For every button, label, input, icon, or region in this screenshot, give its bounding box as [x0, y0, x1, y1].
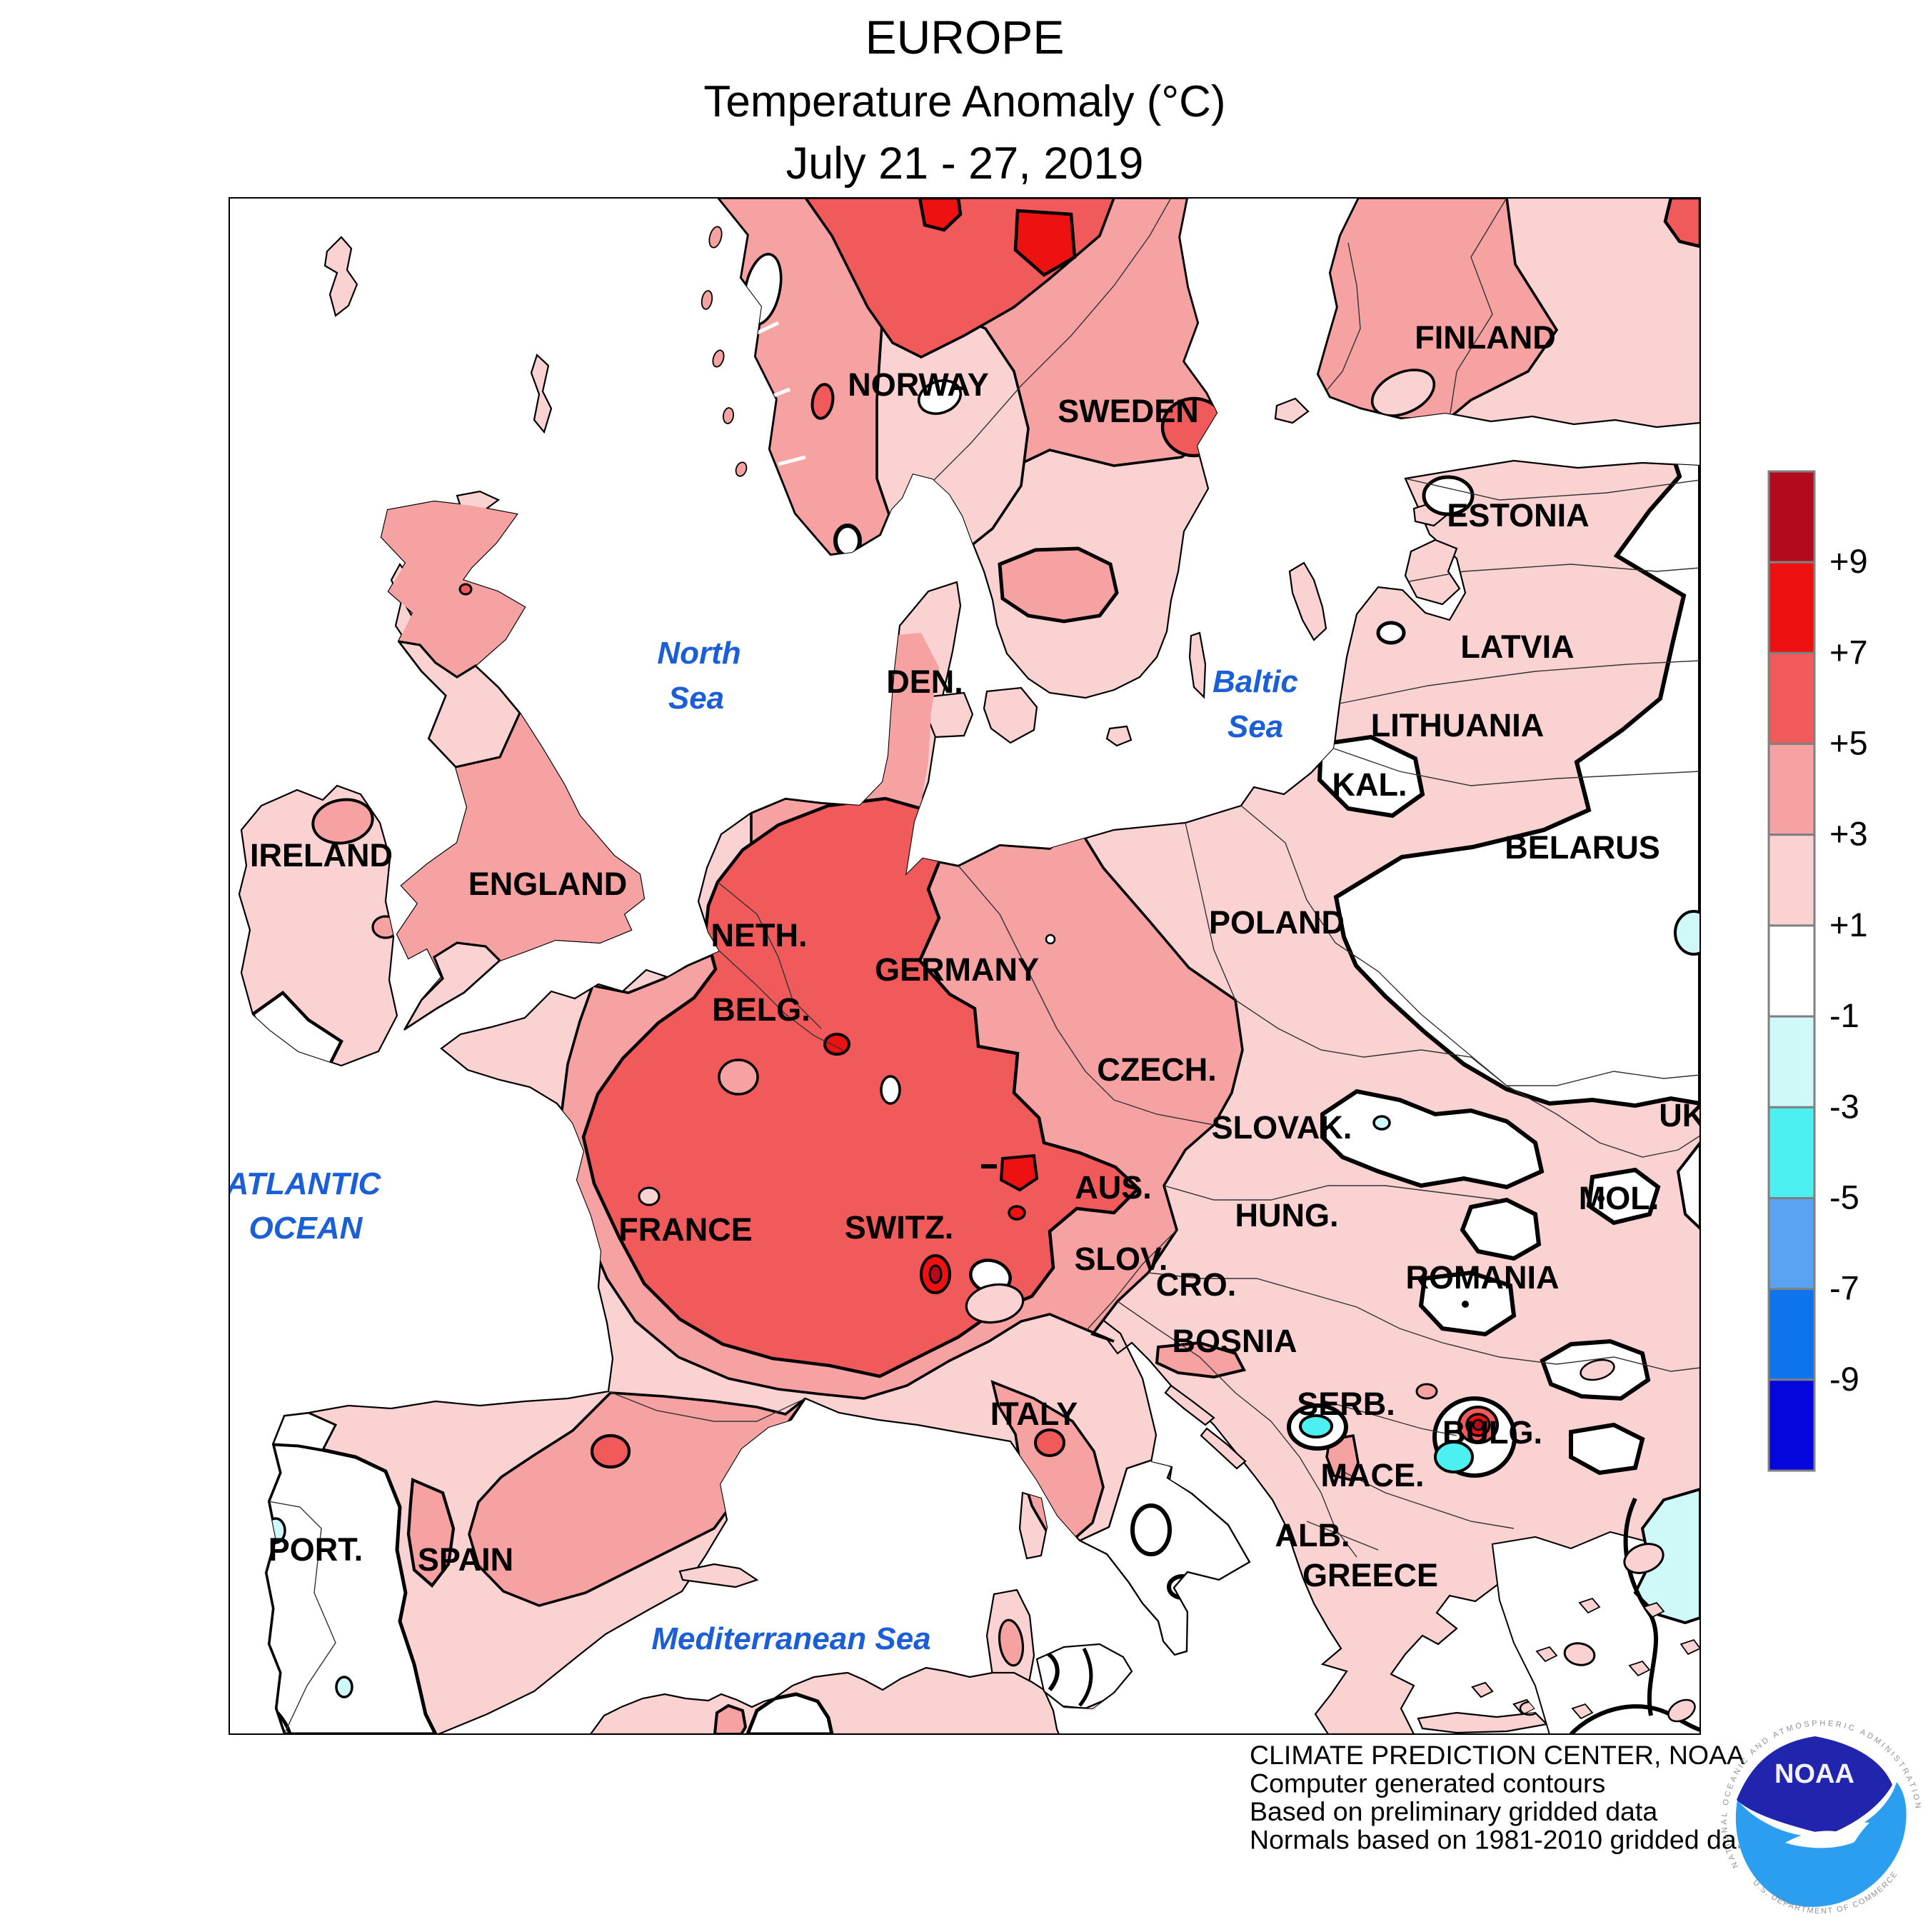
- svg-text:CLIMATE PREDICTION CENTER, NOA: CLIMATE PREDICTION CENTER, NOAA: [1250, 1740, 1744, 1770]
- svg-text:July 21 - 27, 2019: July 21 - 27, 2019: [786, 139, 1144, 189]
- svg-text:Sea: Sea: [668, 681, 724, 716]
- svg-text:ALB.: ALB.: [1275, 1517, 1350, 1553]
- svg-text:Mediterranean Sea: Mediterranean Sea: [651, 1621, 930, 1656]
- svg-text:Sea: Sea: [1227, 709, 1283, 744]
- svg-text:BELG.: BELG.: [712, 991, 810, 1028]
- svg-text:NETH.: NETH.: [711, 917, 808, 954]
- svg-text:PORT.: PORT.: [268, 1531, 363, 1568]
- svg-text:Computer generated contours: Computer generated contours: [1250, 1768, 1605, 1798]
- svg-text:SWEDEN: SWEDEN: [1058, 393, 1199, 429]
- svg-text:North: North: [657, 636, 740, 671]
- svg-text:CZECH.: CZECH.: [1097, 1051, 1217, 1088]
- svg-text:-3: -3: [1829, 1087, 1859, 1125]
- svg-text:-7: -7: [1829, 1269, 1859, 1307]
- svg-text:ROMANIA: ROMANIA: [1406, 1259, 1560, 1296]
- svg-text:FRANCE: FRANCE: [618, 1211, 753, 1248]
- svg-text:UKR: UKR: [1659, 1097, 1729, 1133]
- svg-text:-1: -1: [1829, 996, 1859, 1034]
- svg-text:Baltic: Baltic: [1212, 664, 1298, 699]
- svg-text:KAL.: KAL.: [1332, 766, 1407, 803]
- svg-text:AUS.: AUS.: [1075, 1169, 1152, 1206]
- svg-text:ENGLAND: ENGLAND: [468, 866, 628, 902]
- svg-text:BELARUS: BELARUS: [1505, 829, 1660, 866]
- svg-text:SWITZ.: SWITZ.: [845, 1209, 953, 1246]
- svg-text:+9: +9: [1829, 542, 1868, 580]
- svg-text:DEN.: DEN.: [886, 664, 963, 700]
- svg-text:GERMANY: GERMANY: [875, 951, 1039, 988]
- svg-text:ATLANTIC: ATLANTIC: [226, 1166, 382, 1201]
- svg-text:MACE.: MACE.: [1321, 1457, 1425, 1493]
- svg-text:Normals based on 1981-2010 gri: Normals based on 1981-2010 gridded data: [1250, 1825, 1759, 1855]
- svg-text:OCEAN: OCEAN: [249, 1211, 363, 1246]
- svg-text:FINLAND: FINLAND: [1415, 319, 1555, 356]
- svg-text:ESTONIA: ESTONIA: [1447, 497, 1589, 534]
- svg-text:+7: +7: [1829, 633, 1868, 671]
- svg-text:SLOV.: SLOV.: [1075, 1241, 1168, 1277]
- svg-text:-5: -5: [1829, 1178, 1859, 1216]
- svg-text:POLAND: POLAND: [1209, 904, 1345, 941]
- svg-text:+1: +1: [1829, 906, 1868, 944]
- svg-text:LATVIA: LATVIA: [1460, 629, 1574, 665]
- svg-text:SERB.: SERB.: [1297, 1386, 1395, 1422]
- svg-text:SPAIN: SPAIN: [418, 1541, 513, 1578]
- svg-text:CRO.: CRO.: [1156, 1266, 1237, 1303]
- svg-text:NORWAY: NORWAY: [848, 366, 989, 403]
- svg-text:SLOVAK.: SLOVAK.: [1212, 1109, 1352, 1146]
- svg-text:LITHUANIA: LITHUANIA: [1371, 707, 1544, 744]
- svg-text:HUNG.: HUNG.: [1235, 1197, 1339, 1233]
- svg-text:EUROPE: EUROPE: [865, 11, 1065, 64]
- svg-text:Temperature Anomaly (°C): Temperature Anomaly (°C): [703, 77, 1225, 126]
- svg-text:NOAA: NOAA: [1774, 1759, 1854, 1789]
- svg-text:-9: -9: [1829, 1360, 1859, 1398]
- svg-text:MOL.: MOL.: [1579, 1180, 1659, 1216]
- svg-text:GREECE: GREECE: [1302, 1557, 1438, 1593]
- svg-text:+5: +5: [1829, 724, 1868, 762]
- svg-text:BULG.: BULG.: [1442, 1414, 1542, 1451]
- svg-text:BOSNIA: BOSNIA: [1172, 1323, 1297, 1359]
- svg-text:ITALY: ITALY: [990, 1396, 1078, 1432]
- svg-text:Based on preliminary gridded d: Based on preliminary gridded data: [1250, 1796, 1657, 1826]
- svg-text:IRELAND: IRELAND: [250, 837, 393, 874]
- svg-text:+3: +3: [1829, 815, 1868, 853]
